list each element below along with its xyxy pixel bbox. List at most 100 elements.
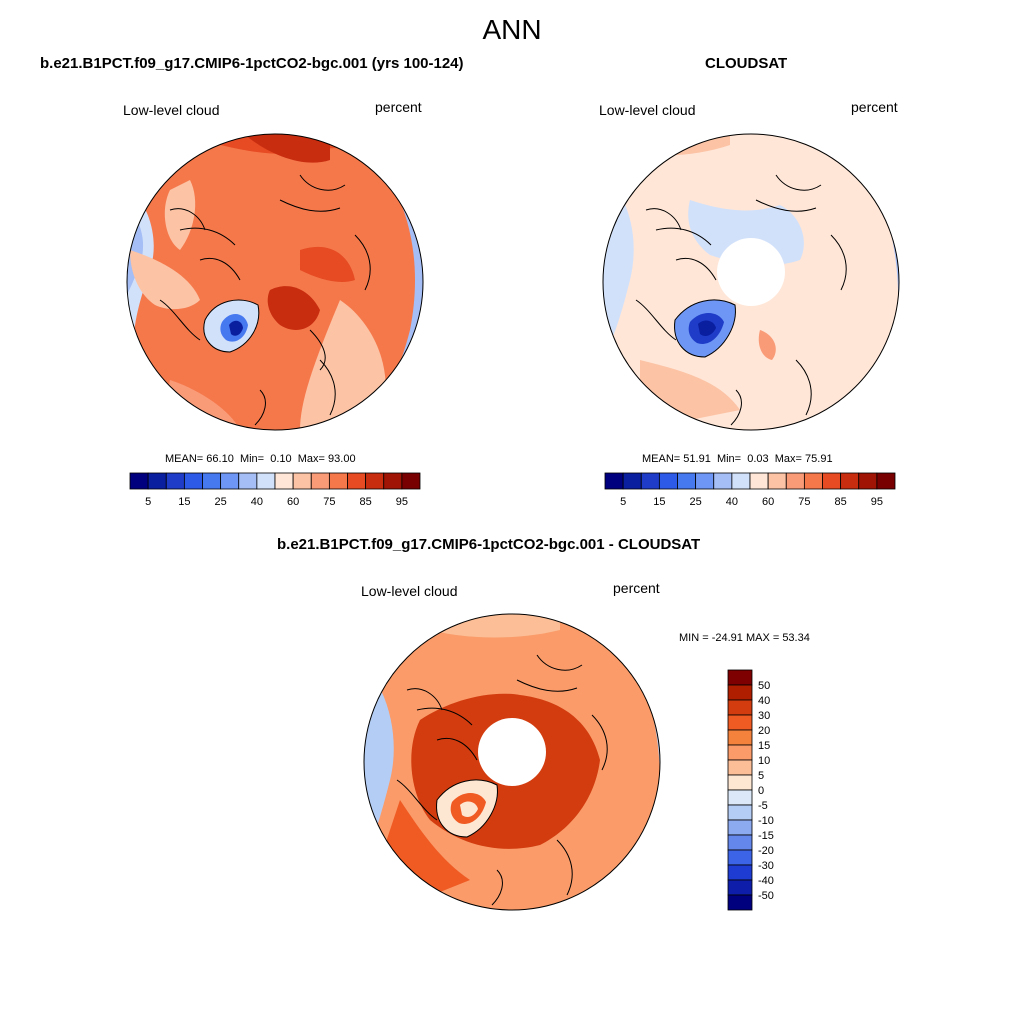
panel2-min-value: 0.03 [747, 453, 769, 465]
panel2-colorbar-swatch-11 [803, 472, 823, 490]
panel3-colorbar-swatch-13 [727, 864, 753, 881]
panel1-colorbar-tick-label-7: 95 [396, 496, 408, 508]
panel1-min-value: 0.10 [270, 453, 292, 465]
panel1-max-value: 93.00 [328, 453, 356, 465]
panel2-colorbar: 5 15 25 40 60 75 85 95 [604, 472, 896, 508]
panel3-colorbar-tick-label-6: 5 [758, 770, 764, 782]
panel2-colorbar-tick-label-1: 15 [653, 496, 665, 508]
panel3-colorbar-tick-label-2: 30 [758, 710, 770, 722]
panel1-coastlines [159, 174, 371, 426]
panel1-colorbar-swatch-11 [328, 472, 348, 490]
panel3-colorbar-swatch-2 [727, 699, 753, 716]
panel2-colorbar-tick-label-5: 75 [798, 496, 810, 508]
panel2-map [602, 133, 900, 431]
panel2-stats: MEAN= 51.91 Min= 0.03 Max= 75.91 [642, 453, 833, 465]
panel1-min-label: Min= [239, 453, 265, 465]
panel1-stats: MEAN= 66.10 Min= 0.10 Max= 93.00 [165, 453, 356, 465]
panel3-title: b.e21.B1PCT.f09_g17.CMIP6-1pctCO2-bgc.00… [277, 536, 701, 553]
panel3-colorbar-swatch-7 [727, 774, 753, 791]
panel3-colorbar-swatch-3 [727, 714, 753, 731]
panel3-colorbar-swatch-4 [727, 729, 753, 746]
panel2-colorbar-tick-label-4: 60 [762, 496, 774, 508]
panel2-colorbar-swatch-10 [785, 472, 805, 490]
panel3-colorbar-tick-label-7: 0 [758, 785, 764, 797]
panel3-minmax: MIN = -24.91 MAX = 53.34 [679, 632, 810, 644]
panel2-colorbar-swatch-4 [677, 472, 697, 490]
panel1-colorbar-swatch-0 [129, 472, 149, 490]
panel3-colorbar-swatch-11 [727, 834, 753, 851]
panel1-greenland-min [229, 320, 243, 336]
panel2-left-label: Low-level cloud [599, 102, 696, 118]
panel2-colorbar-tick-label-3: 40 [726, 496, 738, 508]
panel2-colorbar-tick-label-2: 25 [690, 496, 702, 508]
panel3-units-label: percent [613, 580, 660, 596]
panel3-colorbar-swatch-5 [727, 744, 753, 761]
panel1-region-central-high [267, 286, 320, 330]
panel1-map-border [126, 133, 424, 431]
panel3-colorbar-swatch-12 [727, 849, 753, 866]
panel1-colorbar-tick-label-0: 5 [145, 496, 151, 508]
panel3-colorbar-tick-label-3: 20 [758, 725, 770, 737]
panel2-mean-value: 51.91 [683, 453, 711, 465]
panel3-colorbar-tick-label-5: 10 [758, 755, 770, 767]
panel2-colorbar-swatch-15 [876, 472, 896, 490]
panel2-title: CLOUDSAT [705, 55, 788, 72]
panel1-greenland-coast [203, 299, 260, 353]
panel2-colorbar-swatch-9 [767, 472, 787, 490]
panel1-mean-label: MEAN= [165, 453, 204, 465]
panel2-colorbar-swatch-13 [840, 472, 860, 490]
panel3-colorbar-swatch-9 [727, 804, 753, 821]
panel1-mean-value: 66.10 [206, 453, 234, 465]
panel1-map [126, 133, 424, 431]
panel1-colorbar-swatch-15 [401, 472, 421, 490]
panel2-region-central-high [758, 330, 776, 360]
panel3-map [363, 613, 661, 911]
panel2-units-label: percent [851, 99, 898, 115]
panel1-units-label: percent [375, 99, 422, 115]
panel3-left-label: Low-level cloud [361, 583, 458, 599]
panel1-colorbar-tick-label-2: 25 [215, 496, 227, 508]
panel1-colorbar-tick-label-5: 75 [323, 496, 335, 508]
panel3-colorbar-swatch-15 [727, 894, 753, 911]
panel2-colorbar-tick-label-6: 85 [835, 496, 847, 508]
panel2-coastlines [635, 174, 847, 426]
panel1-colorbar-swatch-6 [238, 472, 258, 490]
panel3-colorbar-tick-label-1: 40 [758, 695, 770, 707]
panel2-colorbar-tick-label-7: 95 [871, 496, 883, 508]
panel2-colorbar-swatch-12 [822, 472, 842, 490]
panel3-map-border [363, 613, 661, 911]
panel3-colorbar-tick-label-9: -10 [758, 815, 774, 827]
panel3-colorbar-tick-label-10: -15 [758, 830, 774, 842]
panel2-greenland-min [698, 320, 716, 336]
panel3-region-north-low [430, 614, 560, 638]
panel1-region-central-north [300, 246, 355, 282]
panel1-colorbar-swatch-8 [274, 472, 294, 490]
panel1-colorbar: 5 15 25 40 60 75 85 95 [129, 472, 421, 508]
panel2-colorbar-swatch-14 [858, 472, 878, 490]
panel1-max-label: Max= [297, 453, 325, 465]
panel3-colorbar-tick-label-12: -30 [758, 860, 774, 872]
panel1-colorbar-swatch-3 [183, 472, 203, 490]
panel2-colorbar-swatch-0 [604, 472, 624, 490]
page-title: ANN [482, 14, 542, 45]
panel1-colorbar-swatch-14 [383, 472, 403, 490]
panel1-region-nw-mid [164, 180, 196, 250]
panel1-colorbar-tick-label-1: 15 [178, 496, 190, 508]
panel3-colorbar-swatch-14 [727, 879, 753, 896]
panel1-region-west-mid [130, 250, 200, 310]
panel3-colorbar-swatch-1 [727, 684, 753, 701]
panel1-colorbar-swatch-7 [256, 472, 276, 490]
panel2-colorbar-swatch-8 [749, 472, 769, 490]
panel2-polar-hole [717, 238, 785, 306]
panel3-colorbar-tick-label-11: -20 [758, 845, 774, 857]
panel1-colorbar-tick-label-6: 85 [360, 496, 372, 508]
panel2-map-border [602, 133, 900, 431]
panel1-colorbar-swatch-2 [165, 472, 185, 490]
panel3-colorbar-tick-label-13: -40 [758, 875, 774, 887]
panel1-left-label: Low-level cloud [123, 102, 220, 118]
panel3-colorbar-swatch-8 [727, 789, 753, 806]
panel3-colorbar-tick-label-0: 50 [758, 680, 770, 692]
panel3-colorbar-swatch-6 [727, 759, 753, 776]
panel3-colorbar-tick-label-8: -5 [758, 800, 768, 812]
panel2-max-label: Max= [774, 453, 802, 465]
